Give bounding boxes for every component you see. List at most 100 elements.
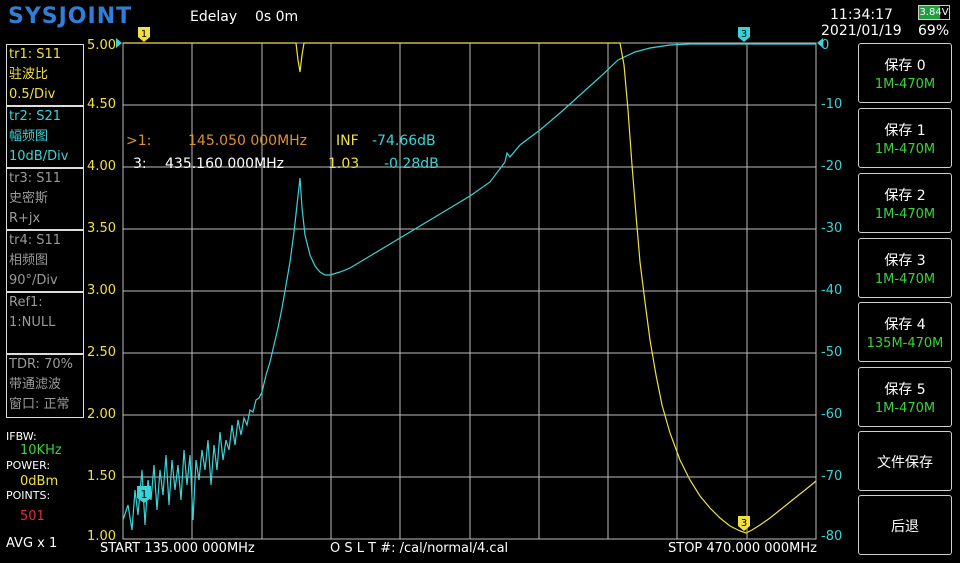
right-axis-tick: -50 [821, 345, 843, 360]
trace-4-scale: 90°/Div [9, 273, 58, 288]
trace-1-box[interactable]: tr1: S11 驻波比 0.5/Div [6, 44, 84, 106]
left-axis-tick: 5.00 [87, 38, 116, 53]
edelay-label: Edelay [190, 9, 238, 25]
power-value[interactable]: 0dBm [20, 474, 59, 489]
trace-2-id: tr2: S21 [9, 109, 62, 124]
marker-flag-3-label: 3 [741, 29, 747, 40]
battery-icon: 3.84V [918, 5, 950, 20]
points-label: POINTS: [6, 489, 51, 502]
edelay-value: 0s 0m [255, 9, 299, 25]
save-4-label: 保存 4 [884, 317, 926, 333]
s21-trace [122, 43, 816, 531]
marker-active-v1: INF [336, 133, 359, 149]
plot-grid [122, 42, 817, 540]
sweep-start[interactable]: START 135.000 000MHz [100, 541, 255, 556]
right-axis-tick: -40 [821, 283, 843, 298]
save-5-sub: 1M-470M [874, 401, 936, 416]
clock-date: 2021/01/19 [821, 23, 902, 39]
marker-flag-1-top[interactable]: 1 [138, 27, 150, 42]
trace-2-scale: 10dB/Div [9, 149, 69, 164]
left-axis-tick: 4.00 [87, 159, 116, 174]
save-1-button[interactable]: 保存 1 1M-470M [858, 108, 952, 168]
file-save-button[interactable]: 文件保存 [858, 431, 952, 491]
battery-percent: 69% [918, 23, 950, 39]
trace-4-box[interactable]: tr4: S11 相频图 90°/Div [6, 230, 84, 292]
file-save-label: 文件保存 [877, 455, 933, 471]
clock-time: 11:34:17 [830, 7, 893, 23]
save-3-button[interactable]: 保存 3 1M-470M [858, 238, 952, 298]
avg-count[interactable]: AVG x 1 [6, 536, 58, 551]
left-axis-tick: 4.50 [87, 97, 116, 112]
power-label: POWER: [6, 459, 51, 472]
save-2-button[interactable]: 保存 2 1M-470M [858, 173, 952, 233]
tdr-line-2: 带通滤波 [9, 377, 62, 392]
save-2-sub: 1M-470M [874, 207, 936, 222]
trace-4-format: 相频图 [9, 253, 49, 268]
ref-line-2: 1:NULL [9, 315, 56, 330]
trace-4-id: tr4: S11 [9, 233, 62, 248]
back-button[interactable]: 后退 [858, 495, 952, 555]
trace-3-id: tr3: S11 [9, 171, 62, 186]
brand-logo: SYSJOINT [8, 4, 133, 29]
marker-flag-1-label: 1 [141, 488, 148, 501]
marker-active-v2: -74.66dB [372, 133, 436, 149]
back-label: 后退 [891, 519, 919, 535]
marker-active-freq: 145.050 000MHz [188, 133, 308, 149]
save-5-label: 保存 5 [884, 382, 926, 398]
cal-file: O S L T #: /cal/normal/4.cal [330, 541, 509, 556]
right-axis-tick: -60 [821, 407, 843, 422]
marker-flag-3-bottom-label: 3 [741, 518, 747, 529]
right-axis-tick: -80 [821, 529, 843, 544]
left-axis-tick: 1.50 [87, 469, 116, 484]
sweep-stop[interactable]: STOP 470.000 000MHz [668, 541, 817, 556]
trace-2-box[interactable]: tr2: S21 幅频图 10dB/Div [6, 106, 84, 168]
tdr-box[interactable]: TDR: 70% 带通滤波 窗口: 正常 [6, 354, 84, 418]
trace-1-format: 驻波比 [9, 67, 49, 82]
tdr-line-3: 窗口: 正常 [9, 397, 70, 412]
marker-3-v1: 1.03 [328, 156, 360, 172]
ref-line-1: Ref1: [9, 295, 43, 310]
save-3-label: 保存 3 [884, 253, 926, 269]
right-axis-tick: -20 [821, 159, 843, 174]
marker-active-label: >1: [126, 133, 152, 149]
trace-3-box[interactable]: tr3: S11 史密斯 R+jx [6, 168, 84, 230]
trace-2-format: 幅频图 [9, 129, 49, 144]
save-3-sub: 1M-470M [874, 272, 936, 287]
trace-3-format: 史密斯 [9, 191, 49, 206]
ifbw-value[interactable]: 10KHz [20, 443, 62, 458]
save-4-sub: 135M-470M [866, 336, 944, 351]
save-0-sub: 1M-470M [874, 77, 936, 92]
trace-1-scale: 0.5/Div [9, 87, 56, 102]
vswr-trace [123, 42, 817, 534]
marker-3-v2: -0.28dB [384, 156, 439, 172]
trace-3-scale: R+jx [9, 211, 41, 226]
left-axis-tick: 3.50 [87, 221, 116, 236]
battery-voltage: 3.84V [919, 7, 949, 18]
ref-pointer-left-icon [116, 38, 122, 48]
save-0-button[interactable]: 保存 0 1M-470M [858, 43, 952, 103]
tdr-line-1: TDR: 70% [9, 357, 73, 372]
left-axis-tick: 1.00 [87, 529, 116, 544]
save-2-label: 保存 2 [884, 188, 926, 204]
left-axis-tick: 2.00 [87, 407, 116, 422]
marker-flag-3[interactable]: 3 [738, 27, 750, 42]
trace-1-id: tr1: S11 [9, 47, 62, 62]
marker-flag-1[interactable]: 1 [137, 486, 151, 503]
right-axis-tick: 0 [821, 38, 830, 53]
marker-3-label: 3: [133, 156, 147, 172]
left-axis-tick: 2.50 [87, 345, 116, 360]
marker-flag-3-bottom[interactable]: 3 [738, 516, 750, 531]
points-value[interactable]: 501 [20, 509, 45, 524]
marker-flag-1-top-label: 1 [141, 29, 147, 40]
right-axis-tick: -30 [821, 221, 843, 236]
ifbw-label: IFBW: [6, 430, 37, 443]
left-axis-tick: 3.00 [87, 283, 116, 298]
ref-box[interactable]: Ref1: 1:NULL [6, 292, 84, 354]
save-1-label: 保存 1 [884, 123, 926, 139]
save-5-button[interactable]: 保存 5 1M-470M [858, 367, 952, 427]
marker-3-freq: 435.160 000MHz [165, 156, 285, 172]
save-4-button[interactable]: 保存 4 135M-470M [858, 302, 952, 362]
right-axis-tick: -10 [821, 97, 843, 112]
ref-pointer-right-icon [817, 38, 823, 48]
